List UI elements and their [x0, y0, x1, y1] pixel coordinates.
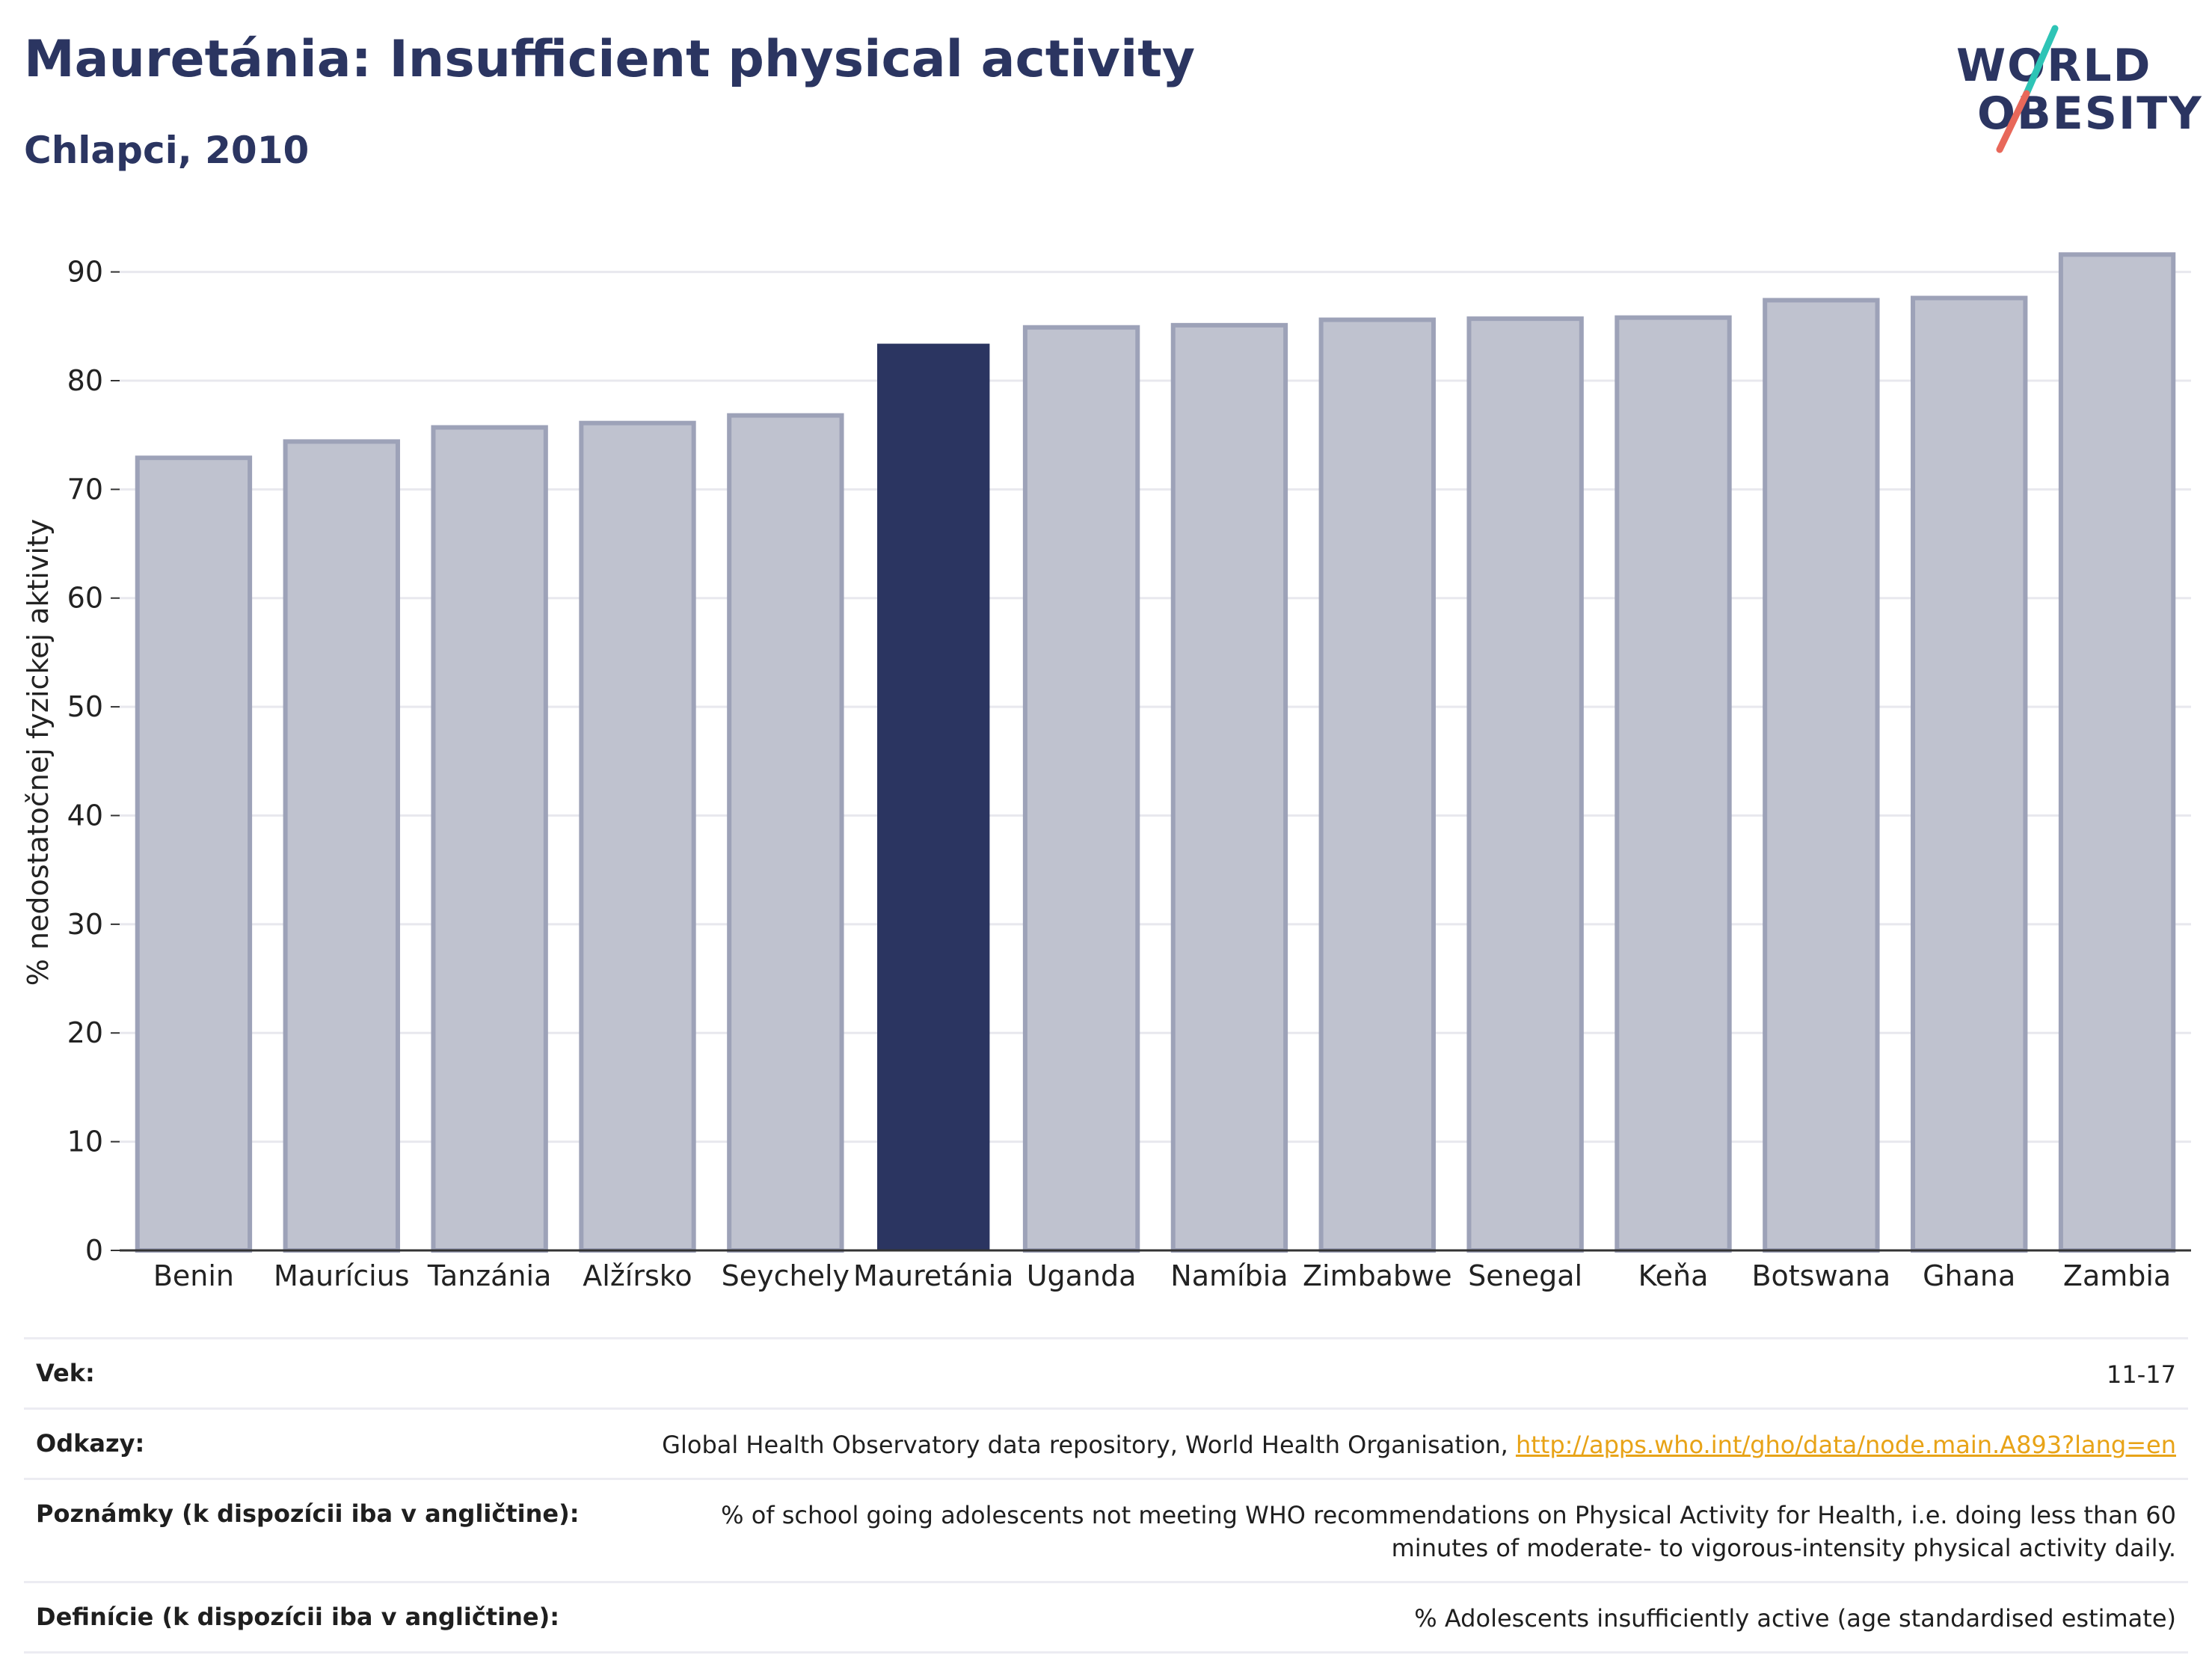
- bars: [135, 252, 2176, 1253]
- x-tick-label: Mauretánia: [853, 1259, 1013, 1292]
- info-value: 11-17: [2107, 1360, 2176, 1389]
- x-tick-label: Benin: [153, 1259, 234, 1292]
- info-label: Definície (k dispozícii iba v angličtine…: [36, 1602, 559, 1631]
- info-row-references: Odkazy: Global Health Observatory data r…: [24, 1407, 2188, 1478]
- x-tick-label: Zimbabwe: [1303, 1259, 1452, 1292]
- y-tick-label: 90: [67, 256, 103, 289]
- y-axis-label: % nedostatočnej fyzickej aktivity: [22, 519, 55, 986]
- bar-zimbabwe[interactable]: [1318, 317, 1436, 1253]
- grid-lines: [120, 271, 2191, 1143]
- x-tick-label: Zambia: [2063, 1259, 2171, 1292]
- y-tick-label: 70: [67, 473, 103, 506]
- y-tick-label: 40: [67, 799, 103, 832]
- bar-botswana[interactable]: [1763, 298, 1880, 1253]
- y-tick-label: 50: [67, 690, 103, 723]
- bar-zambia[interactable]: [2058, 252, 2176, 1253]
- bar-chart: 0 10 20 30 40 50 60 70 80 90 Benin Maurícius Tanzáni…: [22, 252, 2191, 1292]
- y-tick-label: 30: [67, 908, 103, 941]
- logo-slash-icon: [1996, 25, 2059, 153]
- y-tick-label: 80: [67, 364, 103, 397]
- x-tick-label: Namíbia: [1170, 1259, 1288, 1292]
- info-row-age: Vek: 11-17: [24, 1337, 2188, 1407]
- source-link[interactable]: http://apps.who.int/gho/data/node.main.A…: [1515, 1431, 2176, 1460]
- x-tick-label: Botswana: [1751, 1259, 1890, 1292]
- bar-tanzánia[interactable]: [431, 425, 548, 1253]
- info-table: Vek: 11-17 Odkazy: Global Health Observa…: [24, 1337, 2188, 1654]
- x-tick-label: Senegal: [1468, 1259, 1582, 1292]
- bar-benin[interactable]: [135, 455, 253, 1253]
- x-tick-label: Uganda: [1027, 1259, 1137, 1292]
- bar-mauretánia[interactable]: [877, 343, 990, 1250]
- x-tick-label: Seychely: [722, 1259, 850, 1292]
- info-row-notes: Poznámky (k dispozícii iba v angličtine)…: [24, 1478, 2188, 1580]
- y-tick-label: 20: [67, 1016, 103, 1049]
- x-tick-label: Ghana: [1923, 1259, 2015, 1292]
- x-tick-label: Alžírsko: [583, 1259, 692, 1292]
- x-tick-label: Tanzánia: [427, 1259, 551, 1292]
- info-value: Global Health Observatory data repositor…: [662, 1429, 2176, 1461]
- bar-maurícius[interactable]: [283, 439, 400, 1253]
- info-row-definitions: Definície (k dispozícii iba v angličtine…: [24, 1580, 2188, 1654]
- bar-seychely[interactable]: [727, 413, 844, 1253]
- bar-alžírsko[interactable]: [579, 420, 696, 1253]
- info-source-text: Global Health Observatory data repositor…: [662, 1431, 1516, 1460]
- info-value: % Adolescents insufficiently active (age…: [1414, 1603, 2176, 1633]
- bar-uganda[interactable]: [1022, 325, 1140, 1253]
- bar-keňa[interactable]: [1615, 315, 1732, 1253]
- logo-line-1: WORLD: [1956, 40, 2152, 92]
- info-label: Odkazy:: [36, 1429, 145, 1458]
- chart-title: Mauretánia: Insufficient physical activi…: [24, 30, 1196, 89]
- bar-senegal[interactable]: [1466, 316, 1584, 1253]
- axes: 0 10 20 30 40 50 60 70 80 90 Benin Maurícius Tanzáni…: [67, 256, 2191, 1292]
- y-tick-label: 10: [67, 1126, 103, 1158]
- info-label: Vek:: [36, 1359, 95, 1387]
- info-value: % of school going adolescents not meetin…: [721, 1501, 2176, 1562]
- x-tick-label: Keňa: [1638, 1259, 1709, 1292]
- bar-namíbia[interactable]: [1170, 322, 1288, 1253]
- world-obesity-logo: WORLD OBESITY: [1944, 22, 2202, 157]
- x-tick-label: Maurícius: [274, 1259, 410, 1292]
- chart-subtitle: Chlapci, 2010: [24, 129, 310, 172]
- y-tick-label: 0: [85, 1234, 103, 1267]
- bar-ghana[interactable]: [1911, 295, 2028, 1253]
- y-tick-label: 60: [67, 582, 103, 615]
- info-label: Poznámky (k dispozícii iba v angličtine)…: [36, 1499, 580, 1529]
